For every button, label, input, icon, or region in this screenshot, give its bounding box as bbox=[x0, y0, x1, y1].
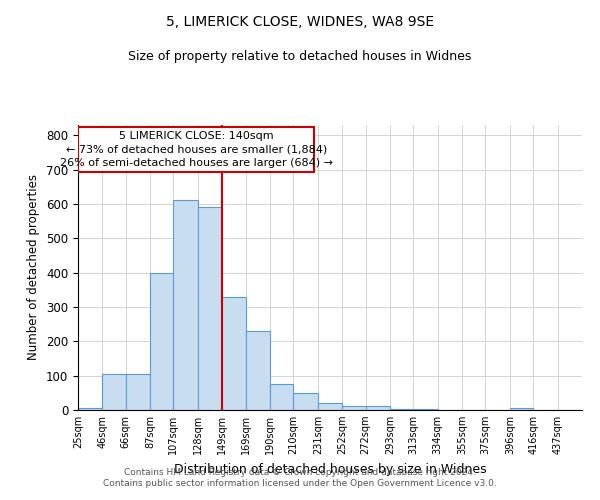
Bar bbox=[103, 374, 126, 410]
Bar bbox=[318, 403, 342, 410]
Bar bbox=[342, 406, 365, 410]
Text: 5 LIMERICK CLOSE: 140sqm: 5 LIMERICK CLOSE: 140sqm bbox=[119, 131, 274, 141]
Text: 26% of semi-detached houses are larger (684) →: 26% of semi-detached houses are larger (… bbox=[59, 158, 332, 168]
Bar bbox=[78, 408, 103, 410]
Bar bbox=[198, 208, 223, 410]
Bar bbox=[78, 126, 314, 172]
Bar bbox=[293, 393, 318, 410]
Bar bbox=[390, 409, 413, 410]
X-axis label: Distribution of detached houses by size in Widnes: Distribution of detached houses by size … bbox=[173, 462, 487, 475]
Bar bbox=[126, 374, 150, 410]
Bar bbox=[510, 408, 533, 410]
Bar bbox=[173, 200, 198, 410]
Bar bbox=[270, 384, 293, 410]
Y-axis label: Number of detached properties: Number of detached properties bbox=[28, 174, 40, 360]
Bar bbox=[223, 298, 245, 410]
Bar bbox=[245, 331, 270, 410]
Text: Contains HM Land Registry data © Crown copyright and database right 2024.
Contai: Contains HM Land Registry data © Crown c… bbox=[103, 468, 497, 487]
Bar bbox=[150, 272, 173, 410]
Text: ← 73% of detached houses are smaller (1,884): ← 73% of detached houses are smaller (1,… bbox=[65, 144, 327, 154]
Bar bbox=[365, 406, 390, 410]
Text: Size of property relative to detached houses in Widnes: Size of property relative to detached ho… bbox=[128, 50, 472, 63]
Text: 5, LIMERICK CLOSE, WIDNES, WA8 9SE: 5, LIMERICK CLOSE, WIDNES, WA8 9SE bbox=[166, 15, 434, 29]
